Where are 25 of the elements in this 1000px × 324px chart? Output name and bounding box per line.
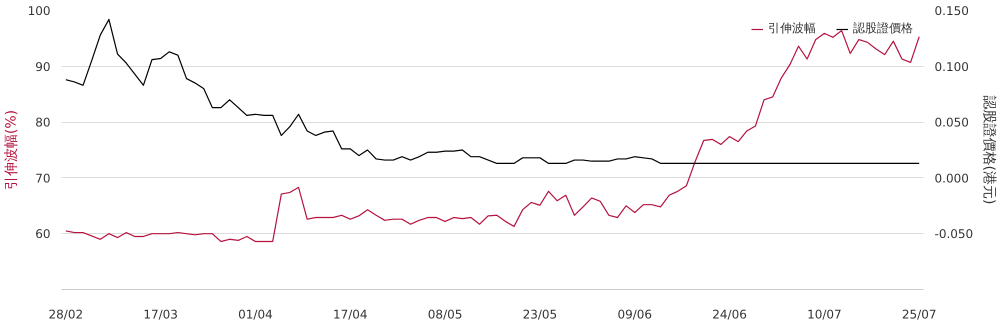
x-tick-label: 08/05: [428, 308, 462, 322]
x-tick-label: 17/03: [143, 308, 178, 322]
y-tick-label: 70: [35, 171, 51, 186]
y2-tick-label: -0.050: [934, 227, 974, 242]
y-tick-label: 80: [35, 116, 51, 130]
x-tick-label: 10/07: [807, 308, 842, 322]
x-tick-label: 25/07: [902, 308, 936, 322]
x-tick-label: 17/04: [332, 308, 368, 322]
y2-tick-label: 0.100: [934, 60, 969, 74]
x-tick-label: 23/05: [522, 308, 558, 322]
x-tick-label: 01/04: [238, 308, 273, 322]
y2-tick-label: 0.050: [934, 116, 969, 130]
x-tick-label: 28/02: [48, 308, 84, 322]
x-tick-label: 24/06: [712, 308, 747, 322]
x-tick-label: 09/06: [617, 308, 652, 322]
y2-tick-label: 0.150: [934, 4, 969, 18]
y2-axis-title: 認股證價格(港元): [981, 96, 998, 204]
y2-tick-label: 0.000: [934, 171, 969, 186]
y-tick-label: 100: [28, 4, 50, 18]
y-axis-title: 引伸波幅(%): [4, 110, 20, 190]
legend-label: 認股證價格: [853, 20, 913, 37]
legend-label: 引伸波幅: [768, 20, 816, 37]
y-tick-label: 60: [35, 227, 51, 242]
line-series: [65, 18, 920, 164]
y-tick-label: 90: [35, 60, 51, 74]
